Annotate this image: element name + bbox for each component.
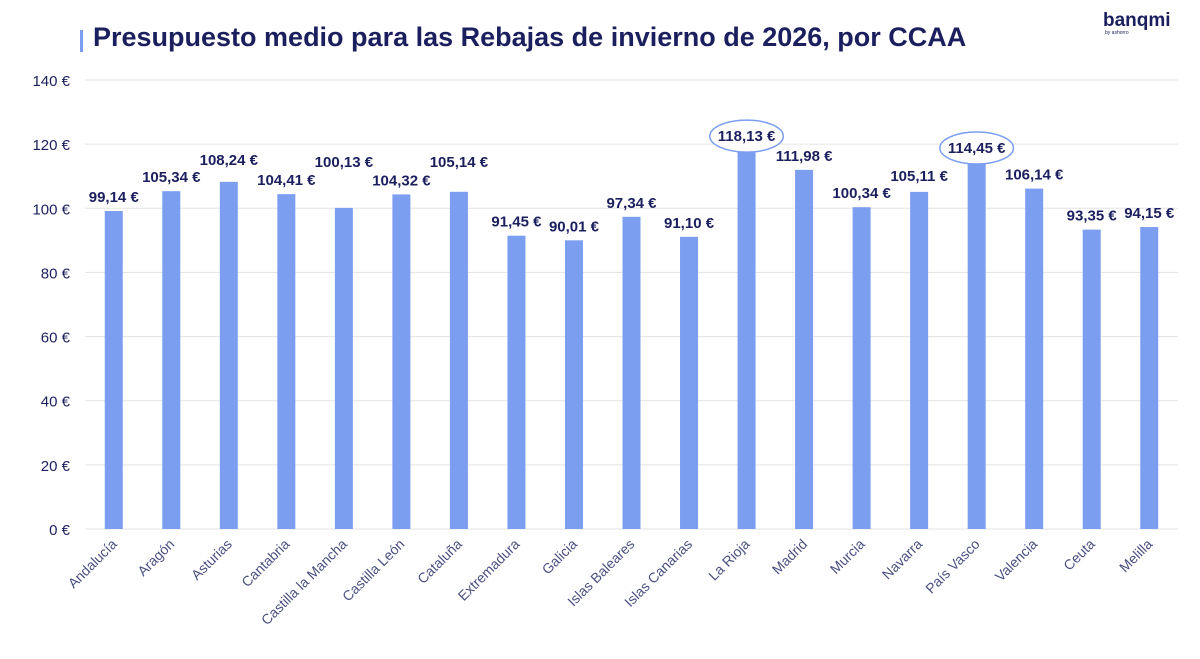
- bar: [622, 216, 641, 529]
- logo-subtext: by ashorro: [1105, 30, 1129, 36]
- y-tick-label: 120 €: [32, 137, 70, 154]
- data-label: 91,45 €: [491, 214, 542, 231]
- data-label: 90,01 €: [549, 218, 600, 235]
- x-tick-label: Ceuta: [1060, 536, 1098, 574]
- data-label: 91,10 €: [664, 215, 715, 232]
- data-label: 97,34 €: [606, 195, 657, 212]
- data-label: 93,35 €: [1067, 208, 1118, 225]
- highlight-ellipse: [709, 119, 785, 153]
- data-label: 105,11 €: [890, 168, 948, 185]
- bar: [1025, 188, 1044, 529]
- bar: [219, 181, 238, 529]
- data-label: 105,14 €: [430, 154, 489, 171]
- x-tick-label: Extremadura: [455, 536, 523, 604]
- x-tick-label: Murcia: [827, 536, 868, 577]
- logo-text: banqmi: [1103, 10, 1171, 31]
- x-tick-label: Andalucía: [65, 536, 120, 591]
- bar: [392, 194, 411, 530]
- bar: [1082, 229, 1101, 529]
- x-tick-label: Castilla León: [339, 536, 408, 605]
- data-label: 99,14 €: [89, 189, 140, 206]
- y-tick-label: 0 €: [49, 522, 71, 539]
- bar: [1140, 227, 1159, 530]
- y-tick-label: 140 €: [32, 73, 70, 90]
- x-tick-label: Aragón: [134, 536, 177, 579]
- highlight-ellipse: [939, 131, 1015, 165]
- x-tick-label: Melilla: [1116, 536, 1156, 576]
- y-tick-label: 20 €: [41, 458, 71, 475]
- bar: [334, 207, 353, 530]
- data-label: 104,32 €: [372, 172, 431, 189]
- x-tick-label: País Vasco: [922, 536, 983, 597]
- x-tick-label: Galicia: [539, 536, 581, 578]
- y-tick-label: 60 €: [41, 330, 71, 347]
- bar: [910, 191, 929, 529]
- data-label: 106,14 €: [1005, 167, 1064, 184]
- x-tick-label: Cantabria: [238, 536, 292, 590]
- bar: [564, 240, 583, 529]
- data-label: 118,13 €: [718, 128, 776, 145]
- x-tick-label: Valencia: [992, 536, 1041, 585]
- x-tick-label: La Rioja: [705, 536, 753, 584]
- title-accent-bar: [80, 30, 83, 52]
- bar: [967, 161, 986, 529]
- x-tick-label: Madrid: [769, 536, 811, 578]
- bar: [737, 150, 756, 530]
- chart-title: Presupuesto medio para las Rebajas de in…: [93, 22, 967, 52]
- data-label: 111,98 €: [776, 148, 833, 165]
- y-tick-label: 40 €: [41, 394, 71, 411]
- data-label: 105,34 €: [142, 169, 201, 186]
- data-label: 114,45 €: [948, 140, 1006, 157]
- data-label: 100,13 €: [315, 154, 374, 171]
- highlight-layer: [709, 119, 1015, 165]
- data-label: 100,34 €: [832, 185, 891, 202]
- y-tick-label: 80 €: [41, 265, 71, 282]
- bar: [162, 191, 181, 529]
- x-tick-label: Navarra: [879, 536, 926, 583]
- x-tick-label: Asturias: [188, 536, 235, 583]
- x-tick-label: Cataluña: [414, 536, 465, 587]
- bar: [104, 211, 123, 529]
- bar: [680, 236, 699, 529]
- bar: [507, 235, 526, 529]
- data-label: 94,15 €: [1124, 205, 1175, 222]
- bar: [852, 207, 871, 529]
- bar: [795, 169, 814, 529]
- bar: [449, 191, 468, 529]
- data-label: 108,24 €: [200, 152, 259, 169]
- logo: banqmi by ashorro: [1103, 10, 1171, 36]
- data-label: 104,41 €: [257, 172, 316, 189]
- bar: [277, 194, 296, 529]
- y-tick-label: 100 €: [32, 201, 70, 218]
